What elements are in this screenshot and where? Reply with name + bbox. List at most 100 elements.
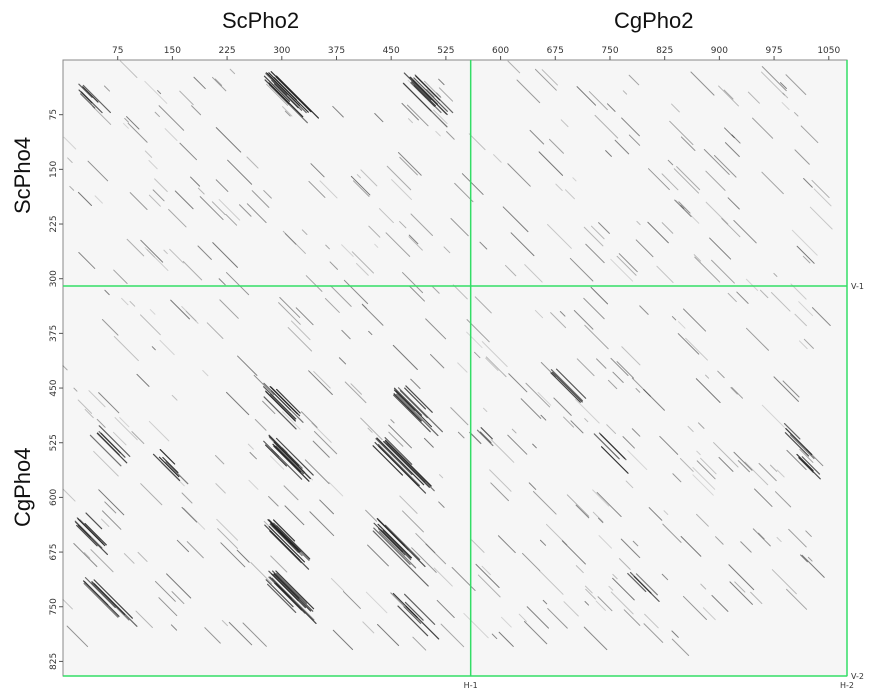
similarity-streak <box>555 368 587 399</box>
similarity-streak <box>282 230 306 254</box>
similarity-streak <box>475 563 500 588</box>
similarity-streak <box>409 285 425 302</box>
similarity-streak <box>682 595 707 620</box>
similarity-streak <box>84 577 116 609</box>
similarity-streak <box>402 510 424 533</box>
similarity-streak <box>96 418 106 428</box>
similarity-streak <box>388 431 404 447</box>
similarity-streak <box>576 86 597 106</box>
x-tick-label: 825 <box>656 46 673 56</box>
similarity-streak <box>385 232 411 257</box>
similarity-streak <box>493 154 502 163</box>
similarity-streak <box>721 218 741 238</box>
similarity-streak <box>782 92 789 99</box>
similarity-streak <box>539 539 547 546</box>
similarity-streak <box>409 76 438 105</box>
similarity-streak <box>90 549 114 573</box>
similarity-streak <box>550 372 581 403</box>
similarity-streak <box>343 591 361 609</box>
similarity-streak <box>413 85 442 114</box>
similarity-streak <box>77 191 93 206</box>
similarity-streak <box>545 523 568 546</box>
similarity-streak <box>263 190 272 199</box>
similarity-streak <box>137 551 148 562</box>
similarity-streak <box>94 195 103 204</box>
similarity-streak <box>301 229 308 236</box>
similarity-streak <box>309 511 335 537</box>
similarity-streak <box>516 79 541 104</box>
similarity-streak <box>218 278 226 286</box>
similarity-streak <box>166 573 192 599</box>
similarity-streak <box>300 411 318 428</box>
similarity-streak <box>592 511 604 523</box>
similarity-streak <box>186 541 204 559</box>
similarity-streak <box>267 519 299 551</box>
similarity-streak <box>84 522 107 546</box>
similarity-streak <box>399 221 407 229</box>
similarity-streak <box>572 177 577 182</box>
similarity-streak <box>319 499 334 515</box>
similarity-streak <box>284 233 297 245</box>
similarity-streak <box>648 168 670 191</box>
y-tick-label: 750 <box>49 598 59 615</box>
similarity-streak <box>677 321 686 329</box>
similarity-streak <box>249 451 257 460</box>
similarity-streak <box>84 408 94 419</box>
similarity-streak <box>754 488 773 507</box>
similarity-streak <box>789 434 815 460</box>
similarity-streak <box>397 151 422 176</box>
x-tick-label: 1050 <box>817 46 840 56</box>
similarity-streak <box>237 355 258 376</box>
similarity-streak <box>268 435 300 467</box>
similarity-streak <box>798 340 808 350</box>
y-tick-label: 675 <box>49 543 59 560</box>
similarity-streak <box>461 173 484 195</box>
similarity-streak <box>104 501 117 514</box>
similarity-streak <box>319 180 338 199</box>
similarity-streak <box>325 244 330 250</box>
similarity-streak <box>563 416 575 428</box>
similarity-streak <box>76 517 104 545</box>
similarity-streak <box>730 387 738 395</box>
similarity-streak <box>330 577 345 592</box>
similarity-streak <box>534 309 544 319</box>
similarity-streak <box>275 76 312 113</box>
similarity-streak <box>219 299 239 319</box>
similarity-streak <box>734 581 746 593</box>
similarity-streak <box>692 474 714 496</box>
similarity-streak <box>136 373 150 387</box>
similarity-streak <box>119 60 138 78</box>
similarity-streak <box>713 154 737 178</box>
similarity-streak <box>612 573 618 580</box>
similarity-streak <box>443 246 451 254</box>
similarity-streak <box>747 91 760 104</box>
similarity-streak <box>149 309 156 315</box>
similarity-streak <box>290 320 311 341</box>
similarity-streak <box>287 327 313 352</box>
similarity-streak <box>395 390 433 428</box>
similarity-streak <box>344 381 367 404</box>
similarity-streak <box>168 208 187 228</box>
similarity-streak <box>452 284 468 300</box>
similarity-streak <box>507 163 531 187</box>
similarity-streak <box>501 616 512 628</box>
similarity-streak <box>391 179 412 200</box>
similarity-streak <box>246 203 267 224</box>
similarity-streak <box>356 263 369 276</box>
similarity-streak <box>374 113 384 123</box>
similarity-streak <box>539 570 564 595</box>
similarity-streak <box>275 75 320 119</box>
similarity-streak <box>171 394 178 401</box>
similarity-streak <box>794 149 810 165</box>
similarity-streak <box>605 150 612 157</box>
similarity-streak <box>98 425 131 457</box>
similarity-streak <box>295 307 314 326</box>
similarity-streak <box>265 391 297 422</box>
similarity-streak <box>377 523 413 559</box>
similarity-streak <box>215 127 242 153</box>
similarity-streak <box>114 417 138 441</box>
similarity-streak <box>165 461 189 485</box>
similarity-streak <box>538 151 564 176</box>
similarity-streak <box>490 482 509 502</box>
